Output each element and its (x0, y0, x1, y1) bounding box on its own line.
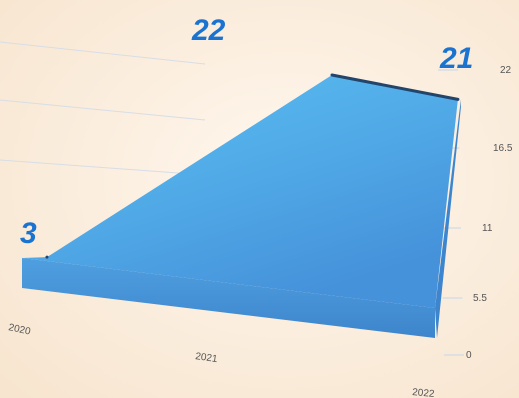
data-labels: 3 22 21 (20, 14, 473, 250)
data-label: 3 (20, 217, 37, 250)
y-tick-label: 22 (500, 65, 512, 76)
data-label: 21 (439, 42, 473, 75)
series-line (331, 73, 459, 101)
value-axis: 22 16.5 11 5.5 0 (466, 65, 513, 361)
area-top-surface (22, 75, 458, 308)
data-point (456, 97, 460, 101)
area-side-face (435, 99, 461, 338)
data-point (330, 73, 334, 77)
x-tick-label: 2022 (412, 387, 436, 398)
data-point (45, 255, 49, 259)
y-tick-label: 0 (466, 350, 472, 361)
grid-line (0, 159, 206, 176)
area-series (22, 73, 461, 338)
category-axis: 2020 2021 2022 (7, 322, 435, 398)
y-tick-label: 5.5 (473, 293, 487, 304)
grid-line (0, 99, 206, 121)
grid-lines (0, 41, 464, 356)
area-front-face (22, 258, 435, 338)
data-label: 22 (191, 14, 226, 47)
y-tick-label: 16.5 (493, 143, 513, 154)
y-tick-label: 11 (482, 223, 493, 234)
x-tick-label: 2021 (195, 351, 219, 365)
grid-line (0, 41, 206, 65)
x-tick-label: 2020 (7, 322, 31, 337)
